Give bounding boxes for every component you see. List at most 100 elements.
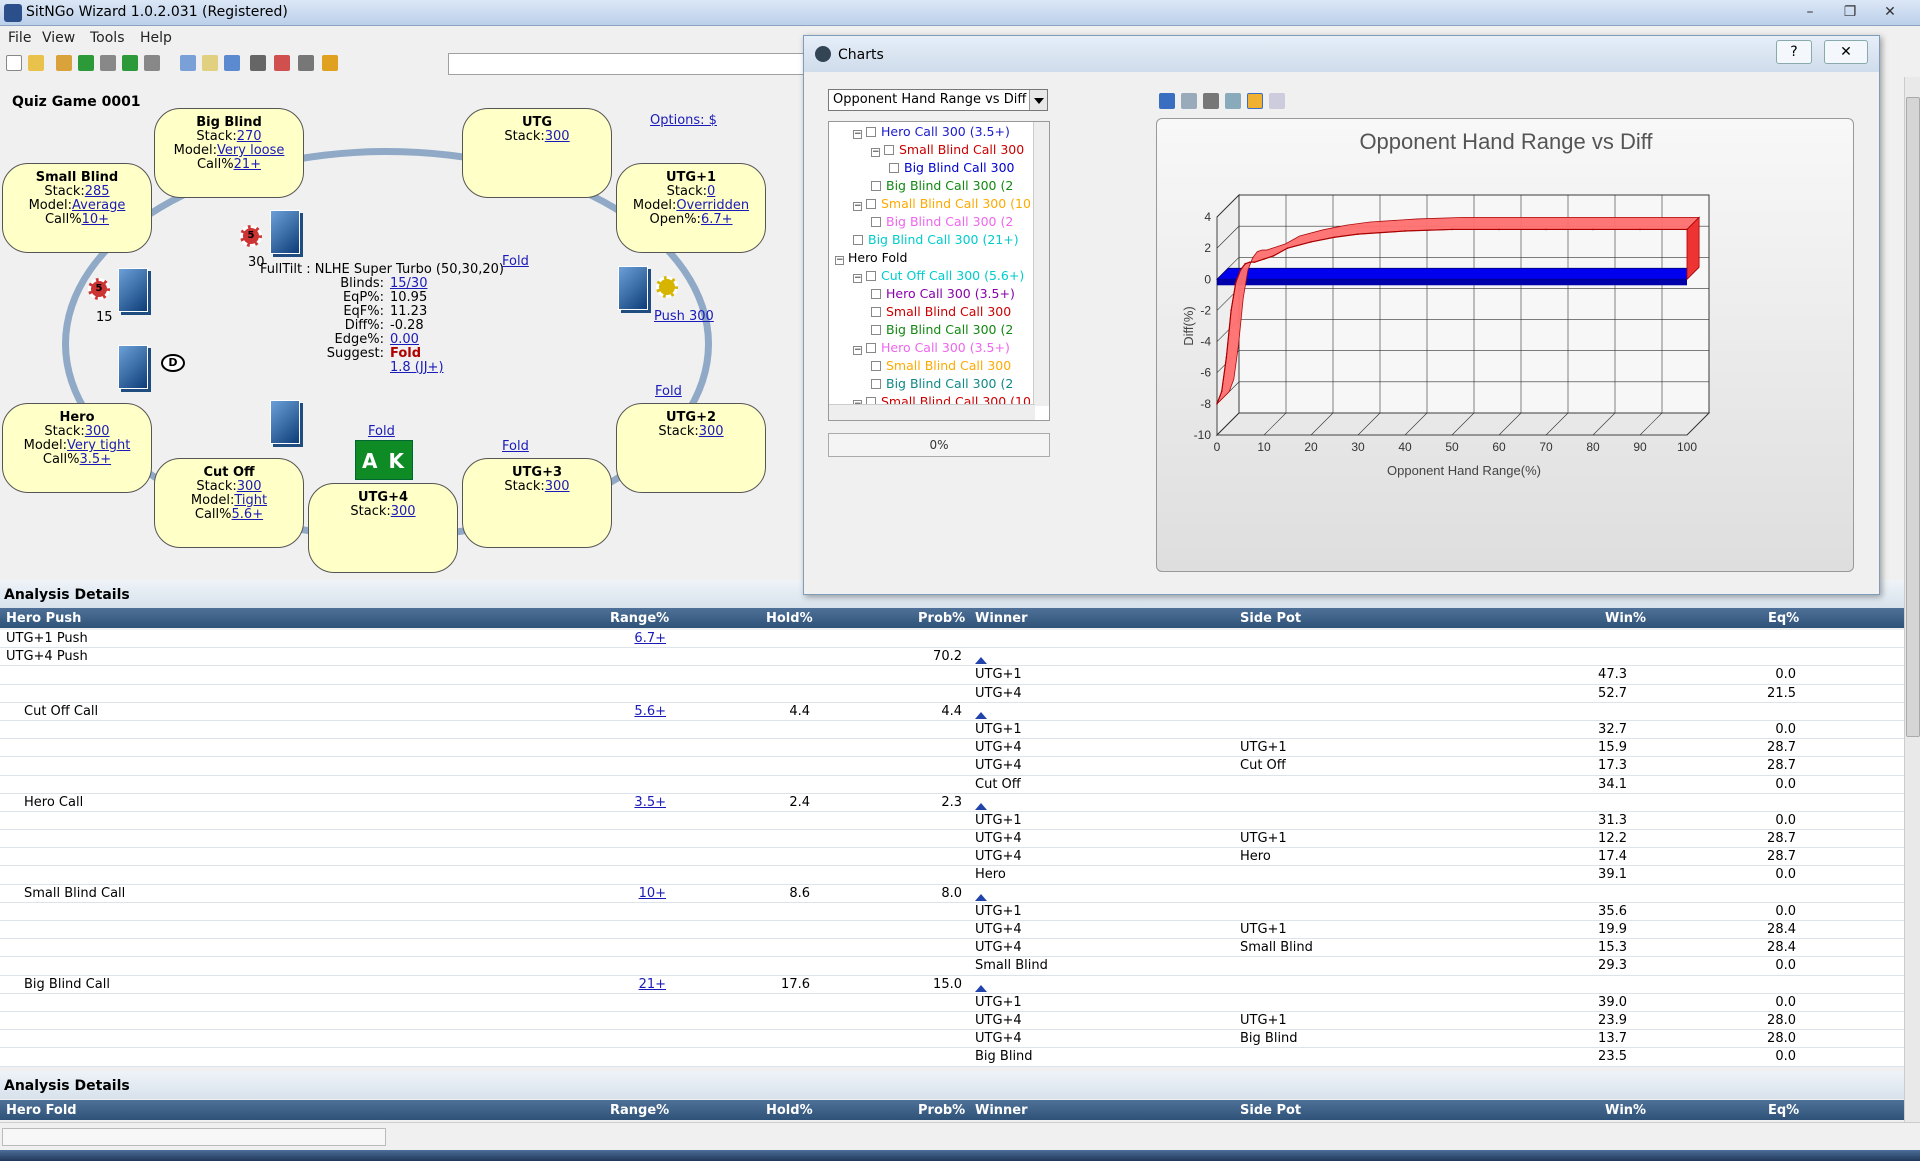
options-link[interactable]: Options: $	[650, 113, 717, 128]
seat-utg4[interactable]: UTG+4 Stack:300	[308, 483, 458, 573]
seat-stat-value[interactable]: 300	[544, 479, 570, 494]
chart-type-select[interactable]: Opponent Hand Range vs Diff	[828, 89, 1048, 111]
settings-icon[interactable]	[322, 55, 338, 71]
fold-action-link[interactable]: Fold	[368, 424, 395, 439]
charts-close-button[interactable]: ✕	[1824, 40, 1868, 64]
tree-checkbox[interactable]	[866, 343, 876, 353]
tree-checkbox[interactable]	[866, 127, 876, 137]
menu-help[interactable]: Help	[140, 30, 172, 46]
column-header-c4[interactable]: Prob%	[918, 1103, 966, 1118]
column-header-c3[interactable]: Hold%	[766, 1103, 813, 1118]
cell-r[interactable]: 6.7+	[634, 631, 666, 646]
seat-stat-value[interactable]: 270	[236, 129, 262, 144]
push-action-link[interactable]: Push 300	[654, 309, 714, 324]
tree-checkbox[interactable]	[871, 217, 881, 227]
tree-node[interactable]: Big Blind Call 300 (21+)	[853, 232, 1019, 248]
column-header-c3[interactable]: Hold%	[766, 611, 813, 626]
fold-action-link[interactable]: Fold	[502, 439, 529, 454]
tree-node[interactable]: Big Blind Call 300	[889, 160, 1014, 176]
next-icon[interactable]	[122, 55, 138, 71]
scenario-tree[interactable]: − Small Blind Call 300 (10 Big Blind Call …	[828, 121, 1050, 421]
seat-hero[interactable]: Hero Stack:300 Model:Very tight Call%3.5+	[2, 403, 152, 493]
seat-stat-value[interactable]: Very tight	[67, 438, 131, 453]
minimize-button[interactable]: –	[1806, 4, 1814, 20]
tree-node[interactable]: − Cut Off Call 300 (5.6+)	[853, 268, 1024, 284]
tree-checkbox[interactable]	[871, 181, 881, 191]
seat-stat-value[interactable]: 21+	[233, 157, 262, 172]
cell-r[interactable]: 3.5+	[634, 794, 666, 810]
tree-checkbox[interactable]	[866, 271, 876, 281]
tree-checkbox[interactable]	[871, 289, 881, 299]
tree-node[interactable]: − Hero Fold	[835, 250, 907, 266]
seat-stat-value[interactable]: 300	[544, 129, 570, 144]
tree-node[interactable]: Small Blind Call 300	[871, 304, 1011, 320]
open-icon[interactable]	[28, 55, 44, 71]
tree-node[interactable]: − Small Blind Call 300 (10	[853, 196, 1031, 212]
tree-node[interactable]: − Hero Call 300 (3.5+)	[853, 340, 1010, 356]
cell-r[interactable]: 10+	[638, 885, 666, 901]
column-header-c2[interactable]: Range%	[610, 611, 670, 626]
tree-checkbox[interactable]	[866, 199, 876, 209]
close-button[interactable]: ✕	[1884, 4, 1896, 20]
collapse-arrow-icon[interactable]	[975, 653, 987, 668]
seat-stat-value[interactable]: 300	[698, 424, 724, 439]
seat-cut-off[interactable]: Cut Off Stack:300 Model:Tight Call%5.6+	[154, 458, 304, 548]
end-icon[interactable]	[144, 55, 160, 71]
tree-checkbox[interactable]	[853, 235, 863, 245]
seat-stat-value[interactable]: 300	[236, 479, 262, 494]
seat-stat-value[interactable]: Very loose	[217, 143, 285, 158]
seat-stat-value[interactable]: 300	[84, 424, 110, 439]
collapse-arrow-icon[interactable]	[975, 708, 987, 723]
run-icon[interactable]	[56, 55, 72, 71]
seat-utg1[interactable]: UTG+1 Stack:0 Model:Overridden Open%:6.7+	[616, 163, 766, 253]
copy-icon[interactable]	[180, 55, 196, 71]
maximize-button[interactable]: ❐	[1843, 4, 1857, 20]
column-header-c8[interactable]: Eq%	[1768, 611, 1800, 626]
info-value[interactable]: 15/30	[390, 276, 428, 291]
column-header-c4[interactable]: Prob%	[918, 611, 966, 626]
tree-node[interactable]: Big Blind Call 300 (2	[871, 214, 1013, 230]
column-header-c1[interactable]: Hero Fold	[6, 1103, 77, 1118]
stop-icon[interactable]	[100, 55, 116, 71]
tree-expand-icon[interactable]: −	[853, 201, 862, 211]
scrollbar-thumb[interactable]	[1906, 97, 1920, 737]
seat-stat-value[interactable]: Average	[72, 198, 126, 213]
tree-expand-icon[interactable]: −	[853, 129, 862, 139]
seat-utg[interactable]: UTG Stack:300	[462, 108, 612, 198]
seat-stat-value[interactable]: Tight	[234, 493, 268, 508]
seat-stat-value[interactable]: 6.7+	[700, 212, 733, 227]
tree-node[interactable]: − Hero Call 300 (3.5+)	[853, 124, 1010, 140]
print-icon[interactable]	[1203, 93, 1219, 109]
cell-r[interactable]: 5.6+	[634, 703, 666, 719]
tree-node[interactable]: − Small Blind Call 300	[871, 142, 1024, 158]
seat-stat-value[interactable]: 5.6+	[231, 507, 264, 522]
column-header-c2[interactable]: Range%	[610, 1103, 670, 1118]
main-scrollbar[interactable]	[1904, 77, 1920, 1122]
column-header-c7[interactable]: Win%	[1605, 1103, 1647, 1118]
collapse-arrow-icon[interactable]	[975, 890, 987, 905]
column-header-c5[interactable]: Winner	[975, 1103, 1028, 1118]
collapse-arrow-icon[interactable]	[975, 799, 987, 814]
suggest-detail-link[interactable]: 1.8 (JJ+)	[390, 360, 444, 375]
preview-icon[interactable]	[1225, 93, 1241, 109]
seat-stat-value[interactable]: 300	[390, 504, 416, 519]
seat-stat-value[interactable]: Overridden	[676, 198, 750, 213]
chevron-down-icon[interactable]	[1029, 90, 1047, 110]
seat-stat-value[interactable]: 10+	[81, 212, 110, 227]
new-icon[interactable]	[6, 55, 22, 71]
seat-utg3[interactable]: UTG+3 Stack:300	[462, 458, 612, 548]
tree-checkbox[interactable]	[889, 163, 899, 173]
tree-expand-icon[interactable]: −	[835, 255, 844, 265]
tree-checkbox[interactable]	[871, 325, 881, 335]
tree-checkbox[interactable]	[871, 379, 881, 389]
tree-node[interactable]: Big Blind Call 300 (2	[871, 322, 1013, 338]
seat-stat-value[interactable]: 285	[84, 184, 110, 199]
tree-horizontal-scrollbar[interactable]	[829, 404, 1035, 420]
tree-checkbox[interactable]	[871, 307, 881, 317]
tree-node[interactable]: Small Blind Call 300	[871, 358, 1011, 374]
tree-expand-icon[interactable]: −	[853, 273, 862, 283]
data-list-icon[interactable]	[1269, 93, 1285, 109]
collapse-arrow-icon[interactable]	[975, 981, 987, 996]
menu-file[interactable]: File	[8, 30, 32, 46]
tree-node[interactable]: Hero Call 300 (3.5+)	[871, 286, 1015, 302]
